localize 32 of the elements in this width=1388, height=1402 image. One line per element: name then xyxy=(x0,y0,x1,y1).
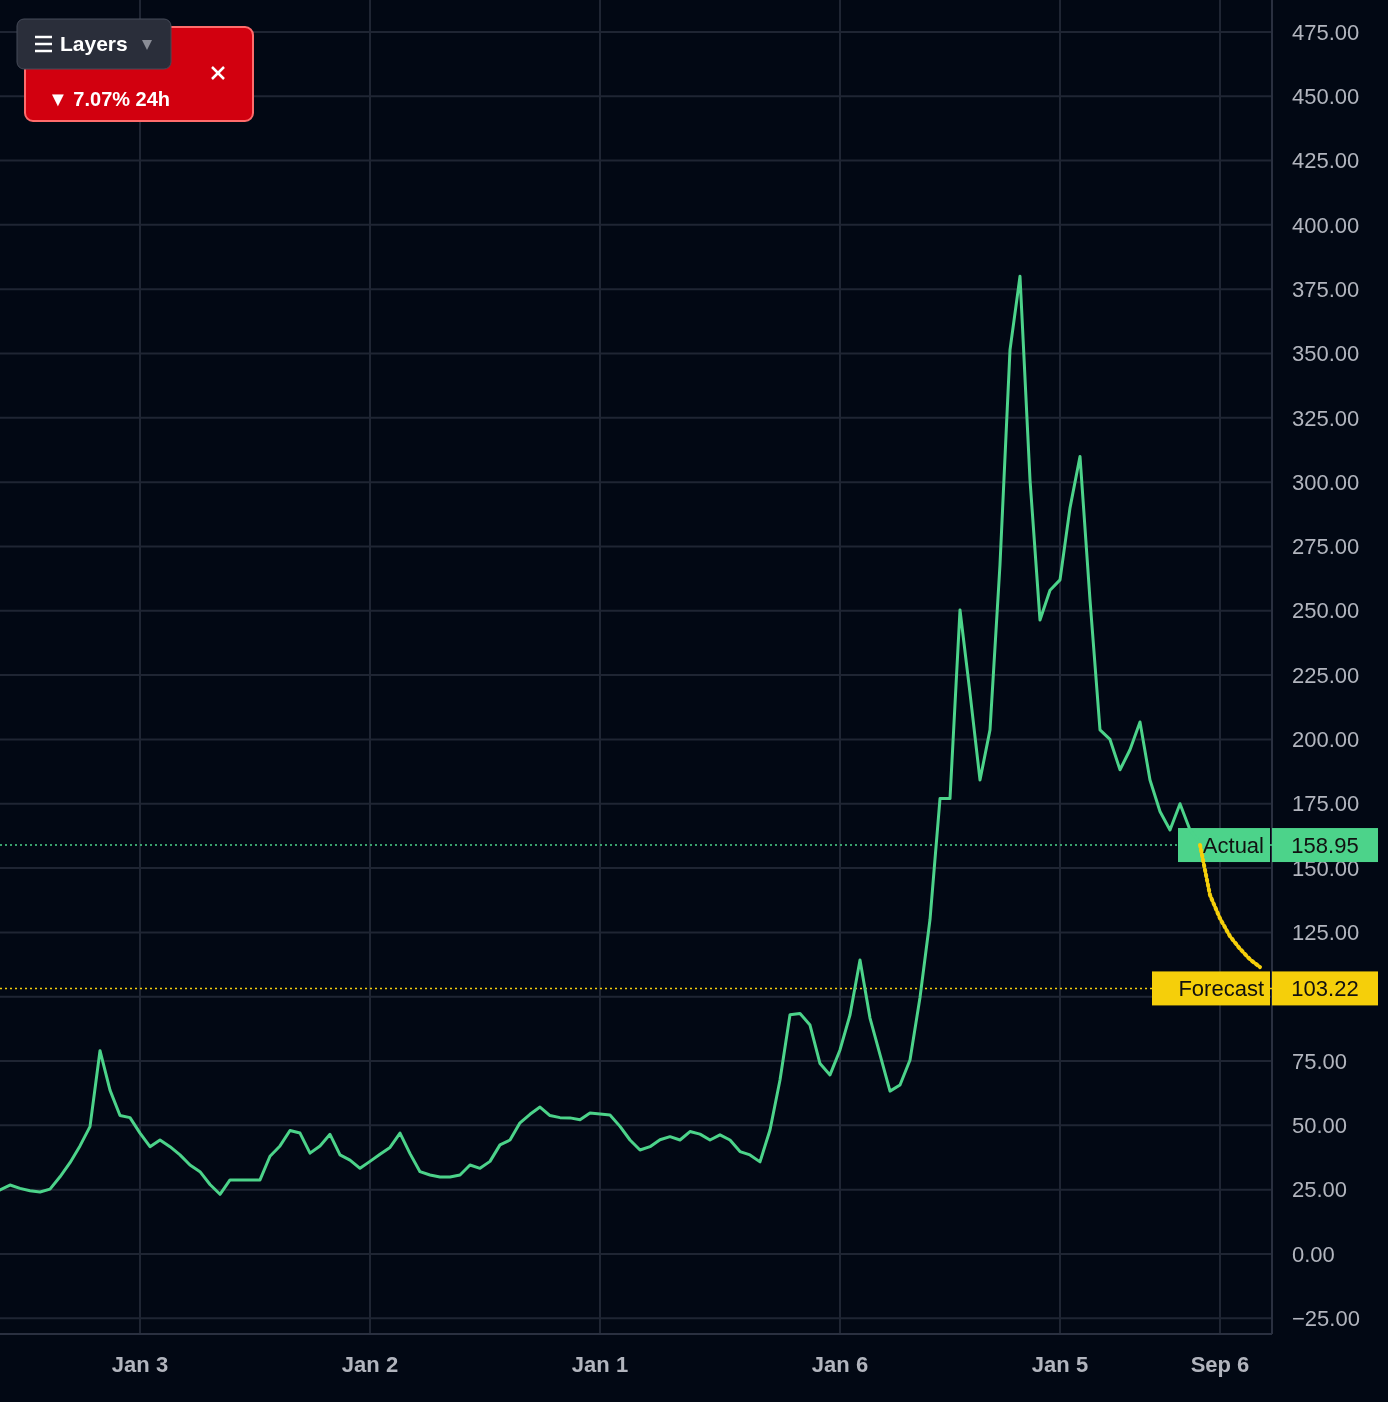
ref-line-label: Forecast xyxy=(1178,976,1264,1002)
y-tick-label: −25.00 xyxy=(1292,1306,1360,1332)
layers-button: Layers xyxy=(16,18,172,70)
x-tick-label: Jan 3 xyxy=(111,1351,169,1377)
y-tick-label: 200.00 xyxy=(1292,727,1360,753)
y-tick-label: 50.00 xyxy=(1292,1113,1348,1139)
y-tick-label: 300.00 xyxy=(1292,469,1360,495)
y-tick-label: 250.00 xyxy=(1292,598,1360,624)
text: 103.22 xyxy=(1291,976,1359,1002)
y-tick-label: 125.00 xyxy=(1292,920,1360,946)
annotation: Layers xyxy=(60,32,128,56)
x-tick-label: Jan 6 xyxy=(811,1351,869,1377)
y-tick-label: 400.00 xyxy=(1292,212,1360,238)
y-tick-label: 75.00 xyxy=(1292,1048,1348,1074)
annotation: ▼ 7.07% 24h xyxy=(48,88,171,110)
x-tick-label: Sep 6 xyxy=(1190,1351,1250,1377)
y-tick-label: 475.00 xyxy=(1292,19,1360,45)
x-tick-label: Jan 5 xyxy=(1031,1351,1089,1377)
y-tick-label: 450.00 xyxy=(1292,83,1360,109)
y-tick-label: 225.00 xyxy=(1292,662,1360,688)
ref-line-label: Actual xyxy=(1202,832,1264,858)
y-tick-label: 325.00 xyxy=(1292,405,1360,431)
y-tick-label: 175.00 xyxy=(1292,791,1360,817)
y-tick-label: 350.00 xyxy=(1292,341,1360,367)
y-tick-label: 275.00 xyxy=(1292,534,1360,560)
x-tick-label: Jan 2 xyxy=(341,1351,399,1377)
x-tick-label: Jan 1 xyxy=(571,1351,629,1377)
y-tick-label: 425.00 xyxy=(1292,148,1360,174)
y-tick-label: 25.00 xyxy=(1292,1177,1348,1203)
y-tick-label: 375.00 xyxy=(1292,276,1360,302)
text: 158.95 xyxy=(1291,832,1359,858)
y-tick-label: 0.00 xyxy=(1292,1241,1335,1267)
